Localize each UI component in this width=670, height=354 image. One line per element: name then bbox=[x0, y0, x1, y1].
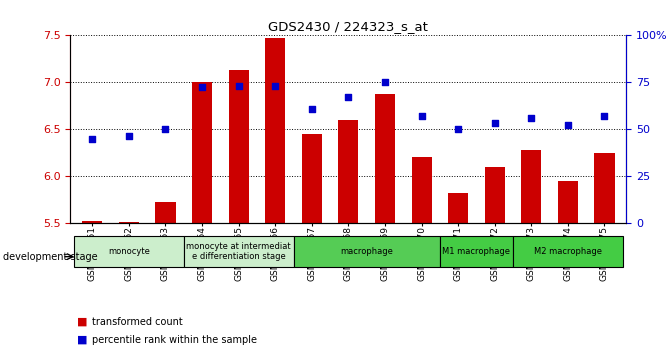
Point bbox=[489, 120, 500, 125]
Bar bbox=[338, 120, 358, 223]
Text: monocyte at intermediat
e differentiation stage: monocyte at intermediat e differentiatio… bbox=[186, 242, 291, 261]
Text: monocyte: monocyte bbox=[108, 247, 150, 256]
Text: M2 macrophage: M2 macrophage bbox=[534, 247, 602, 256]
Bar bbox=[484, 167, 505, 223]
Bar bbox=[448, 193, 468, 223]
Point bbox=[416, 113, 427, 119]
Bar bbox=[82, 221, 103, 223]
Title: GDS2430 / 224323_s_at: GDS2430 / 224323_s_at bbox=[269, 20, 428, 33]
Point bbox=[453, 126, 464, 132]
Point bbox=[160, 126, 171, 132]
Text: ■: ■ bbox=[77, 317, 88, 327]
FancyBboxPatch shape bbox=[74, 236, 184, 267]
FancyBboxPatch shape bbox=[513, 236, 623, 267]
Point bbox=[599, 113, 610, 119]
Text: ■: ■ bbox=[77, 335, 88, 345]
Point bbox=[197, 84, 208, 90]
Bar bbox=[594, 153, 614, 223]
Text: M1 macrophage: M1 macrophage bbox=[442, 247, 511, 256]
Bar bbox=[155, 202, 176, 223]
FancyBboxPatch shape bbox=[184, 236, 293, 267]
Bar bbox=[119, 222, 139, 223]
Bar bbox=[411, 157, 431, 223]
FancyBboxPatch shape bbox=[293, 236, 440, 267]
Point bbox=[123, 133, 134, 139]
Point bbox=[343, 95, 354, 100]
Point bbox=[380, 79, 391, 85]
Bar bbox=[521, 150, 541, 223]
Bar bbox=[228, 70, 249, 223]
Text: macrophage: macrophage bbox=[340, 247, 393, 256]
FancyBboxPatch shape bbox=[440, 236, 513, 267]
Point bbox=[306, 106, 317, 112]
Point bbox=[526, 115, 537, 121]
Point bbox=[563, 122, 574, 127]
Bar bbox=[192, 82, 212, 223]
Text: percentile rank within the sample: percentile rank within the sample bbox=[92, 335, 257, 345]
Bar bbox=[375, 93, 395, 223]
Point bbox=[233, 83, 244, 89]
Bar bbox=[265, 38, 285, 223]
Bar bbox=[558, 181, 578, 223]
Point bbox=[270, 83, 281, 89]
Text: transformed count: transformed count bbox=[92, 317, 182, 327]
Text: development stage: development stage bbox=[3, 252, 98, 262]
Point bbox=[87, 136, 98, 141]
Bar bbox=[302, 134, 322, 223]
